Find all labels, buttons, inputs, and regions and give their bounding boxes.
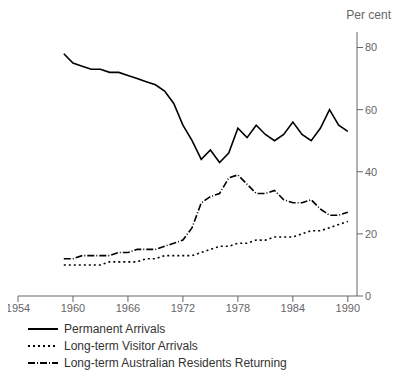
- html-text:Long-term Australian Residents: Long-term Australian Residents Returning: [64, 356, 287, 370]
- svg-text:1972: 1972: [171, 302, 195, 314]
- svg-text:0: 0: [365, 290, 371, 302]
- html-text:Per cent: Per cent: [346, 8, 391, 22]
- svg-text:1984: 1984: [281, 302, 305, 314]
- html-text:Long-term Visitor Arrivals: Long-term Visitor Arrivals: [64, 339, 198, 353]
- svg-text:1960: 1960: [61, 302, 85, 314]
- svg-text:80: 80: [365, 41, 377, 53]
- svg-text:20: 20: [365, 228, 377, 240]
- svg-text:60: 60: [365, 104, 377, 116]
- svg-text:40: 40: [365, 166, 377, 178]
- svg-text:1966: 1966: [116, 302, 140, 314]
- svg-text:1990: 1990: [336, 302, 360, 314]
- html-text:Permanent Arrivals: Permanent Arrivals: [64, 322, 166, 336]
- svg-text:1978: 1978: [226, 302, 250, 314]
- svg-text:1954: 1954: [8, 302, 30, 314]
